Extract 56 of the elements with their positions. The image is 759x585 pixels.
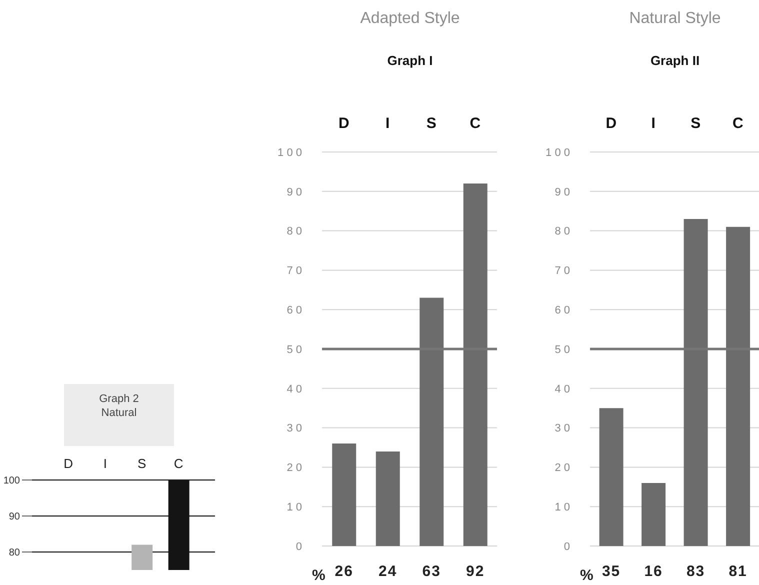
y-tick-label: 6 0: [286, 304, 302, 317]
x-tick-label: C: [470, 115, 481, 132]
y-tick-label: 1 0: [286, 502, 302, 514]
y-tick-label: 1 0 0: [546, 146, 570, 159]
y-tick-label: 2 0: [286, 462, 302, 474]
y-tick-label: 4 0: [554, 383, 570, 396]
x-tick-label: I: [386, 115, 390, 132]
x-tick-label: D: [338, 115, 350, 132]
x-tick-label: I: [651, 115, 656, 132]
y-tick-label: 4 0: [286, 383, 302, 396]
x-tick-label: C: [732, 115, 744, 132]
y-tick-label: 6 0: [554, 304, 570, 317]
text: %: [580, 567, 594, 584]
chart-title: Graph 2 Natural: [98, 392, 140, 420]
x-tick-label: S: [426, 115, 436, 132]
y-tick-label: 9 0: [286, 186, 302, 198]
text: %: [312, 567, 326, 584]
bar: [642, 482, 666, 546]
data-label: 92: [466, 563, 485, 580]
data-label: 83: [686, 563, 706, 580]
x-tick-label: C: [174, 456, 184, 471]
y-tick-label: 3 0: [554, 422, 570, 435]
bar: [599, 408, 624, 546]
y-tick-label: 2 0: [554, 462, 570, 474]
chart-subtitle: Graph II: [649, 53, 701, 68]
chart-title: Natural Style: [628, 10, 722, 28]
chart-subtitle: Graph I: [386, 53, 434, 68]
x-tick-label: S: [690, 115, 701, 132]
data-label: 26: [334, 563, 354, 580]
y-tick-label: 7 0: [554, 265, 570, 278]
x-tick-label: D: [606, 115, 617, 132]
y-tick-label: 80: [8, 548, 20, 559]
y-tick-label: 0: [564, 540, 570, 553]
data-label: 16: [644, 563, 663, 580]
data-label: 35: [602, 563, 621, 580]
y-tick-label: 0: [296, 540, 302, 553]
y-tick-label: 9 0: [554, 186, 570, 198]
y-tick-label: 5 0: [286, 344, 302, 356]
x-tick-label: D: [64, 456, 74, 471]
data-label: 81: [728, 563, 748, 580]
y-tick-label: 8 0: [286, 226, 302, 238]
data-label: 63: [422, 563, 441, 580]
data-label: 24: [378, 563, 398, 580]
x-tick-label: S: [138, 456, 147, 471]
y-tick-label: 90: [8, 512, 20, 523]
y-tick-label: 100: [3, 476, 20, 487]
y-tick-label: 5 0: [554, 344, 570, 356]
y-tick-label: 3 0: [286, 422, 302, 435]
chart-title: Adapted Style: [359, 10, 461, 28]
x-tick-label: I: [103, 456, 107, 471]
y-tick-label: 7 0: [286, 265, 302, 278]
y-tick-label: 1 0: [554, 502, 570, 514]
y-tick-label: 1 0 0: [278, 146, 302, 159]
bar: [376, 451, 400, 546]
bar: [332, 444, 356, 546]
y-tick-label: 8 0: [554, 226, 570, 238]
